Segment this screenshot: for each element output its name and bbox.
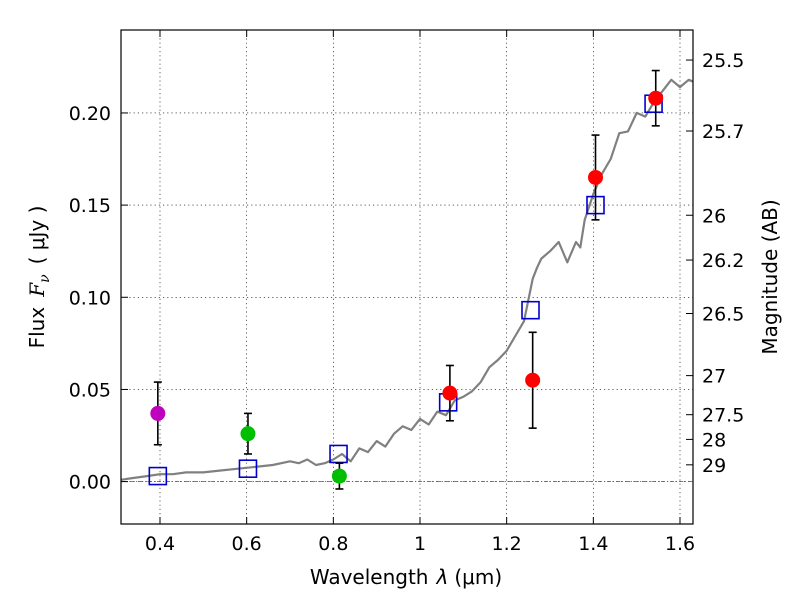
- mag-tick-label: 29: [702, 455, 726, 477]
- x-tick-label: 0.4: [145, 533, 175, 555]
- y-tick-label: 0.05: [69, 379, 111, 401]
- y-tick-label: 0.20: [69, 103, 111, 125]
- y-axis-title: FluxFν( μJy ): [25, 206, 53, 349]
- model-band-marker: [148, 466, 168, 486]
- x-tick-label: 1: [414, 533, 426, 555]
- model-sed-layer: [121, 78, 693, 481]
- x-tick-label: 0.8: [318, 533, 348, 555]
- mag-tick-label: 26: [702, 205, 726, 227]
- mag-tick-label: 26.2: [702, 250, 744, 272]
- y-tick-label: 0.00: [69, 472, 111, 494]
- mag-tick-label: 25.5: [702, 50, 744, 72]
- observed-point: [150, 405, 166, 421]
- observed-point: [442, 385, 458, 401]
- model-band-marker: [238, 459, 258, 479]
- x-tick-label: 1.6: [665, 533, 695, 555]
- observed-point: [240, 426, 256, 442]
- observed-photometry-layer: [150, 69, 664, 490]
- observed-point: [588, 169, 603, 185]
- y-tick-label: 0.15: [69, 195, 111, 217]
- mag-tick-label: 25.7: [702, 121, 744, 143]
- observed-point: [648, 90, 664, 106]
- mag-tick-label: 26.5: [702, 303, 744, 325]
- mag-tick-label: 28: [702, 429, 726, 451]
- mag-tick-label: 27.5: [702, 405, 744, 427]
- mag-tick-label: 27: [702, 366, 726, 388]
- y-axis-left: 0.00 0.05 0.10 0.15 0.20: [69, 103, 128, 494]
- observed-point: [525, 372, 541, 388]
- plot-area: [120, 29, 694, 525]
- x-axis-title: Wavelength λ (μm): [310, 565, 502, 589]
- model-band-layer: [148, 94, 663, 486]
- y2-axis-title: Magnitude (AB): [758, 199, 782, 354]
- y-tick-label: 0.10: [69, 287, 111, 309]
- x-tick-label: 1.4: [578, 533, 608, 555]
- x-tick-label: 1.2: [492, 533, 522, 555]
- observed-point: [331, 468, 347, 484]
- model-sed-line: [121, 78, 693, 481]
- model-band-marker: [521, 300, 540, 320]
- x-tick-label: 0.6: [232, 533, 262, 555]
- x-axis: 0.4 0.6 0.8 1 1.2 1.4 1.6: [145, 30, 695, 555]
- y-axis-right: 25.5 25.7 26 26.2 26.5 27 27.528 29: [686, 50, 744, 477]
